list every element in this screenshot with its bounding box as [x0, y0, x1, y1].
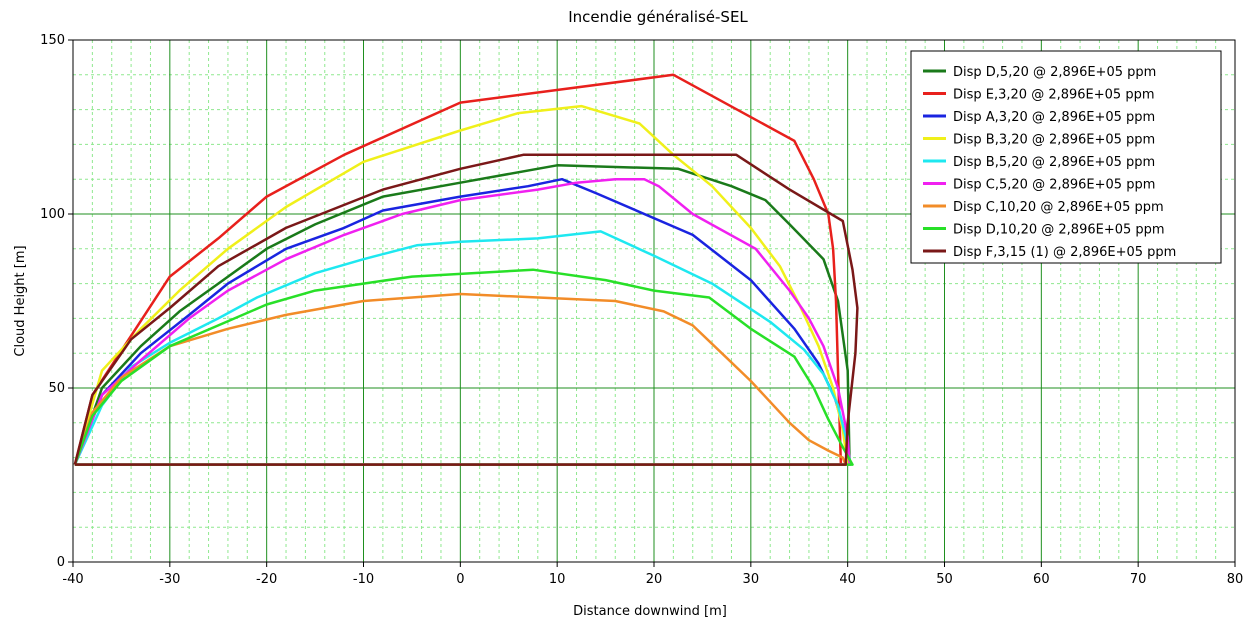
legend-label-9: Disp F,3,15 (1) @ 2,896E+05 ppm — [953, 245, 1176, 260]
x-tick-label: 0 — [456, 572, 464, 587]
series-line-8 — [73, 268, 854, 466]
y-axis-label: Cloud Height [m] — [13, 245, 28, 356]
x-tick-label: -30 — [159, 572, 180, 587]
legend: Disp D,5,20 @ 2,896E+05 ppm Disp E,3,20 @… — [910, 50, 1222, 264]
x-tick-label: 60 — [1033, 572, 1050, 587]
y-tick-label: 150 — [40, 33, 65, 48]
legend-label-6: Disp C,5,20 @ 2,896E+05 ppm — [953, 178, 1155, 193]
legend-label-4: Disp B,3,20 @ 2,896E+05 ppm — [953, 133, 1155, 148]
series-line-9 — [73, 153, 859, 466]
x-tick-label: 70 — [1130, 572, 1147, 587]
legend-label-8: Disp D,10,20 @ 2,896E+05 ppm — [953, 223, 1165, 238]
y-axis-ticks: 0 50 100 150 — [40, 33, 73, 570]
y-tick-label: 100 — [40, 207, 65, 222]
legend-label-1: Disp D,5,20 @ 2,896E+05 ppm — [953, 65, 1156, 80]
x-tick-label: -10 — [353, 572, 374, 587]
x-axis-ticks: -40 -30 -20 -10 0 10 20 30 40 50 60 70 80 — [62, 562, 1243, 587]
series-line-5 — [73, 230, 852, 466]
x-tick-label: 50 — [936, 572, 953, 587]
x-tick-label: -40 — [62, 572, 83, 587]
y-tick-label: 0 — [57, 555, 65, 570]
x-axis-label: Distance downwind [m] — [573, 604, 727, 619]
x-tick-label: 80 — [1227, 572, 1244, 587]
series-line-6 — [73, 177, 851, 466]
x-tick-label: 10 — [549, 572, 566, 587]
series-line-1 — [73, 164, 851, 466]
series-line-4 — [73, 104, 849, 466]
x-tick-label: 20 — [646, 572, 663, 587]
x-tick-label: 30 — [743, 572, 760, 587]
legend-label-3: Disp A,3,20 @ 2,896E+05 ppm — [953, 110, 1155, 125]
series-layer — [73, 73, 859, 466]
legend-label-7: Disp C,10,20 @ 2,896E+05 ppm — [953, 200, 1164, 215]
legend-box — [910, 50, 1222, 264]
x-tick-label: 40 — [839, 572, 856, 587]
y-tick-label: 50 — [48, 381, 65, 396]
legend-label-2: Disp E,3,20 @ 2,896E+05 ppm — [953, 88, 1155, 103]
series-line-2 — [73, 73, 843, 466]
chart-title: Incendie généralisé-SEL — [568, 8, 748, 26]
legend-label-5: Disp B,5,20 @ 2,896E+05 ppm — [953, 155, 1155, 170]
x-tick-label: -20 — [256, 572, 277, 587]
